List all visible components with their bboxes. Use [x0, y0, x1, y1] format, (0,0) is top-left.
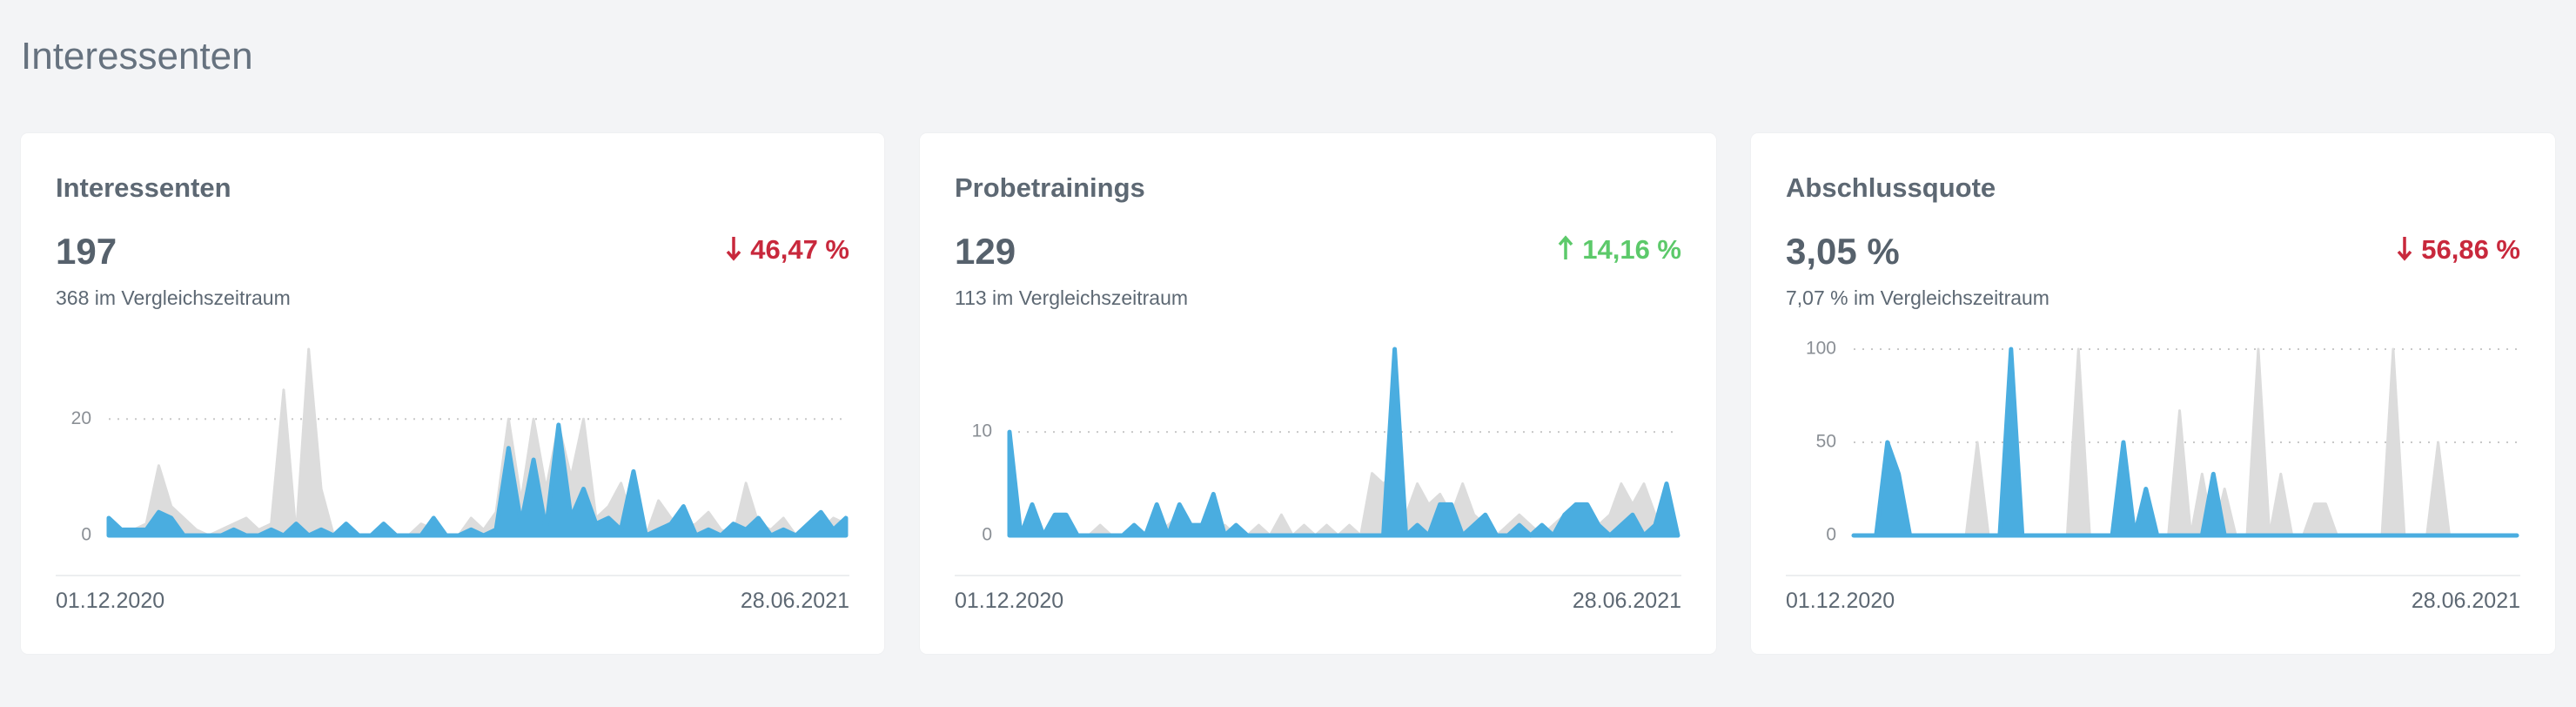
kpi-card: Interessenten 197 46,47 % 368 im Vergleichs… — [21, 133, 884, 654]
comparison: 368 im Vergleichszeitraum — [56, 286, 291, 309]
arrow-shape — [726, 237, 741, 261]
page-title: Interessenten — [21, 35, 253, 77]
y-tick-label: 0 — [1826, 525, 1836, 545]
current-line — [106, 422, 849, 538]
start-date: 01.12.2020 — [56, 589, 165, 613]
change: 46,47 % — [726, 234, 849, 266]
trend-arrow — [2397, 237, 2412, 261]
comparison: 7,07 % im Vergleichszeitraum — [1786, 286, 2049, 309]
y-tick-label: 100 — [1806, 339, 1836, 359]
trend-arrow — [726, 237, 741, 261]
card-value: 3,05 % — [1786, 231, 1900, 272]
card-value: 197 — [56, 231, 117, 272]
y-tick-label: 20 — [71, 408, 91, 428]
end-date: 28.06.2021 — [1572, 589, 1681, 613]
start-date: 01.12.2020 — [1786, 589, 1895, 613]
arrow-shape — [2397, 237, 2412, 261]
chart: 0 50 100 — [1786, 339, 2520, 576]
y-tick-label: 10 — [972, 421, 992, 441]
card-value: 129 — [955, 231, 1016, 272]
card-title: Probetrainings — [955, 172, 1145, 203]
kpi-card: Abschlussquote 3,05 % 56,86 % 7,07 % im Ver… — [1751, 133, 2555, 654]
trend-arrow — [1558, 235, 1573, 259]
change-value: 56,86 % — [2421, 234, 2520, 265]
change-value: 14,16 % — [1582, 234, 1681, 265]
change-value: 46,47 % — [750, 234, 849, 265]
card-title: Interessenten — [56, 172, 231, 203]
current-line — [1851, 347, 2519, 538]
end-date: 28.06.2021 — [740, 589, 849, 613]
change: 14,16 % — [1558, 234, 1681, 266]
y-tick-label: 0 — [982, 525, 992, 545]
start-date: 01.12.2020 — [955, 589, 1064, 613]
arrow-shape — [1558, 235, 1573, 259]
y-tick-label: 50 — [1816, 432, 1836, 452]
current-line — [1007, 347, 1680, 538]
chart: 0 10 — [955, 347, 1681, 576]
change: 56,86 % — [2397, 234, 2520, 266]
comparison: 113 im Vergleichszeitraum — [955, 286, 1189, 309]
end-date: 28.06.2021 — [2411, 589, 2520, 613]
chart: 0 20 — [56, 347, 849, 576]
y-tick-label: 0 — [81, 525, 91, 545]
card-title: Abschlussquote — [1786, 172, 1996, 203]
comparison-area — [107, 347, 848, 537]
kpi-card: Probetrainings 129 14,16 % 113 im Vergleich… — [920, 133, 1716, 654]
